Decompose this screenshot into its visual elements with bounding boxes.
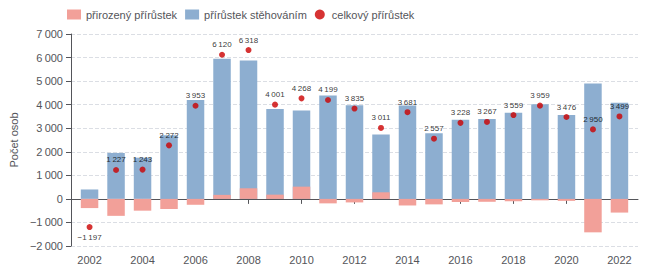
svg-text:2010: 2010 [289,254,313,266]
svg-text:6 120: 6 120 [212,40,232,49]
svg-text:3 000: 3 000 [36,122,63,134]
svg-text:4 001: 4 001 [265,90,285,99]
svg-text:2 272: 2 272 [159,131,179,140]
svg-text:6 318: 6 318 [239,36,259,45]
svg-text:2 000: 2 000 [36,146,63,158]
svg-text:3 559: 3 559 [504,101,524,110]
svg-text:3 953: 3 953 [186,91,206,100]
svg-text:3 835: 3 835 [345,94,365,103]
svg-text:2 950: 2 950 [583,115,603,124]
svg-text:7 000: 7 000 [36,28,63,40]
svg-text:3 228: 3 228 [451,108,471,117]
svg-text:2008: 2008 [236,254,260,266]
svg-text:4 000: 4 000 [36,99,63,111]
svg-text:3 959: 3 959 [530,91,550,100]
svg-text:1 227: 1 227 [106,155,126,164]
svg-text:−1 000: −1 000 [30,216,63,228]
svg-text:1 243: 1 243 [133,155,153,164]
svg-text:0: 0 [57,193,63,205]
svg-text:2022: 2022 [607,254,631,266]
svg-text:2012: 2012 [342,254,366,266]
svg-text:3 267: 3 267 [477,107,497,116]
svg-text:přírůstek stěhováním: přírůstek stěhováním [204,9,307,21]
svg-text:6 000: 6 000 [36,52,63,64]
svg-text:3 681: 3 681 [398,98,418,107]
svg-text:2002: 2002 [77,254,101,266]
svg-text:3 476: 3 476 [557,103,577,112]
svg-text:2014: 2014 [395,254,419,266]
svg-text:přirozený přírůstek: přirozený přírůstek [86,9,178,21]
svg-text:1 000: 1 000 [36,169,63,181]
svg-text:−2 000: −2 000 [30,240,63,252]
svg-text:−1 197: −1 197 [78,233,103,242]
svg-text:4 268: 4 268 [292,84,312,93]
svg-text:2018: 2018 [501,254,525,266]
svg-text:4 199: 4 199 [318,85,338,94]
svg-text:celkový přírůstek: celkový přírůstek [332,9,415,21]
svg-text:3 499: 3 499 [610,102,630,111]
svg-text:2016: 2016 [448,254,472,266]
svg-text:5 000: 5 000 [36,75,63,87]
svg-text:2020: 2020 [554,254,578,266]
svg-text:2 557: 2 557 [424,124,444,133]
svg-text:2004: 2004 [130,254,154,266]
svg-text:3 011: 3 011 [372,113,391,122]
svg-text:2006: 2006 [183,254,207,266]
svg-text:Počet osob: Počet osob [8,112,20,167]
